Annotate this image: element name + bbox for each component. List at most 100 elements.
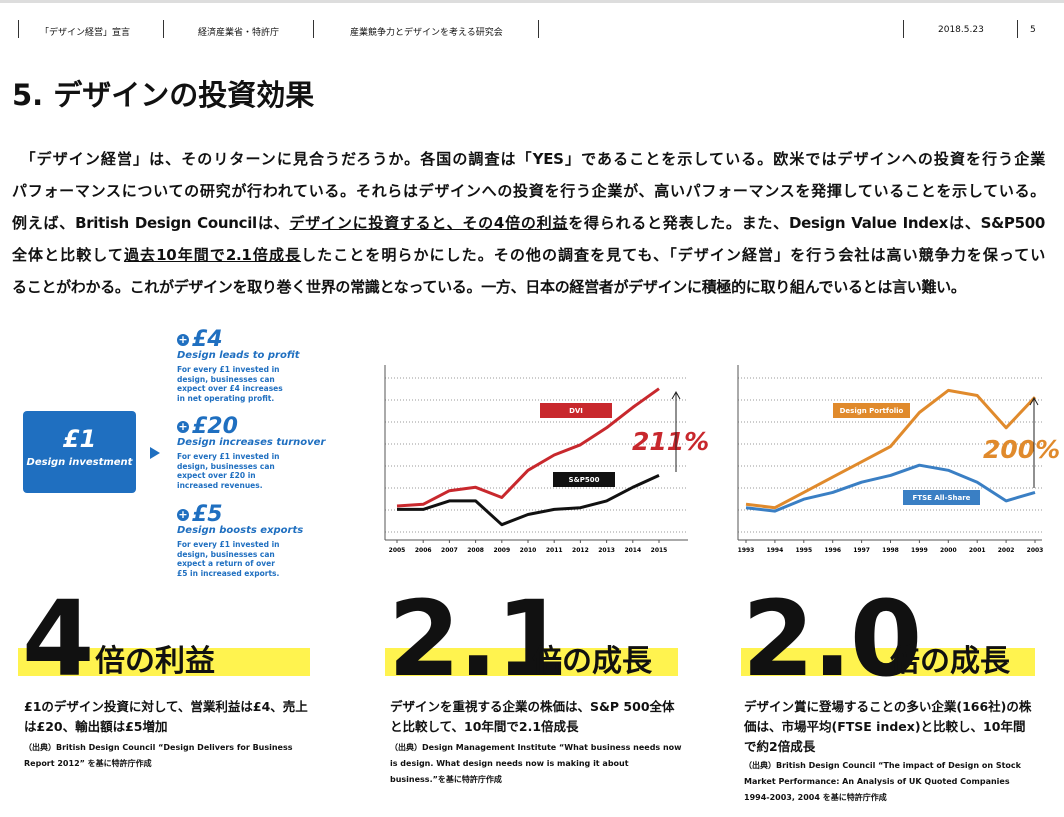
x-tick-label: 2001	[969, 547, 986, 554]
x-tick-label: 1996	[824, 547, 841, 554]
x-tick-label: 2010	[520, 547, 537, 554]
x-tick-label: 1998	[882, 547, 899, 554]
result-suffix: 倍の成長	[532, 644, 652, 679]
plus-icon: +	[177, 508, 189, 521]
arrow	[150, 447, 160, 459]
x-tick-label: 1999	[911, 547, 928, 554]
x-tick-label: 2008	[467, 547, 484, 554]
header-item: 経済産業省・特許庁	[198, 28, 280, 38]
investment-amount: £1	[62, 425, 97, 453]
investment-box	[23, 411, 136, 493]
body-text: ることがわかる。これがデザインを取り巻く世界の常識となっている。一方、日本の経営…	[12, 278, 966, 296]
item-text: expect over £20 in	[177, 471, 256, 480]
item-text: in net operating profit.	[177, 393, 275, 403]
x-tick-label: 1994	[767, 547, 784, 554]
body-line: 例えば、British Design Councilは、デザインに投資すると、そ…	[12, 212, 1045, 233]
investment-label: Design investment	[26, 457, 133, 468]
header-item: 「デザイン経営」宣言	[40, 28, 131, 38]
body-text: 「デザイン経営」は、そのリターンに見合うだろうか。各国の調査は「YES」であるこ…	[12, 150, 1045, 168]
item-text: design, businesses can	[177, 374, 275, 384]
annotation: 211%	[632, 427, 709, 456]
item-amount: £5	[192, 502, 223, 527]
body-text: したことを明らかにした。その他の調査を見ても、「デザイン経営」を行う会社は高い競…	[301, 246, 1045, 264]
item-text: For every £1 invested in	[177, 452, 280, 461]
highlight	[385, 648, 678, 676]
item-heading: Design increases turnover	[177, 437, 326, 448]
item-amount: £4	[192, 327, 223, 352]
item-heading: Design boosts exports	[177, 525, 304, 536]
page-number: 5	[1030, 25, 1036, 35]
result-description: デザインを重視する企業の株価は、S&P 500全体と比較して、10年間で2.1倍…	[390, 699, 675, 734]
item-text: expect over £4 increases	[177, 384, 283, 393]
result-description: £1のデザイン投資に対して、営業利益は£4、売上は£20、輸出額は£5増加	[24, 699, 308, 734]
item-text: increased revenues.	[177, 480, 263, 490]
x-tick-label: 2013	[598, 547, 615, 554]
body-line: 「デザイン経営」は、そのリターンに見合うだろうか。各国の調査は「YES」であるこ…	[12, 148, 1045, 169]
series-line	[745, 463, 1036, 513]
header-item: 産業競争力とデザインを考える研究会	[350, 28, 503, 38]
body-line: ることがわかる。これがデザインを取り巻く世界の常識となっている。一方、日本の経営…	[12, 276, 1045, 297]
legend-box	[540, 403, 612, 418]
series-line	[397, 474, 660, 527]
result-source: （出典）Design Management Institute “What bu…	[390, 743, 682, 784]
x-tick-label: 2000	[940, 547, 957, 554]
result-suffix: 倍の成長	[890, 644, 1010, 679]
legend-label: DVI	[569, 407, 583, 415]
item-text: design, businesses can	[177, 461, 275, 471]
header-date: 2018.5.23	[938, 25, 984, 35]
item-text: £5 in increased exports.	[177, 568, 280, 578]
item-text: design, businesses can	[177, 549, 275, 559]
body-text: 全体と比較して	[12, 246, 124, 264]
x-tick-label: 2015	[651, 547, 668, 554]
legend-box	[553, 472, 615, 487]
item-text: expect a return of over	[177, 559, 275, 568]
legend-label: Design Portfolio	[840, 407, 904, 415]
x-tick-label: 2007	[441, 547, 458, 554]
item-text: For every £1 invested in	[177, 365, 280, 374]
body-line: 全体と比較して過去10年間で2.1倍成長したことを明らかにした。その他の調査を見…	[12, 244, 1045, 265]
x-tick-label: 2011	[546, 547, 563, 554]
x-tick-label: 2012	[572, 547, 589, 554]
legend-box	[833, 403, 910, 418]
underlined-text: デザインに投資すると、その4倍の利益	[289, 214, 569, 232]
result-source: （出典）British Design Council “The impact o…	[744, 761, 1021, 802]
underlined-text: 過去10年間で2.1倍成長	[123, 246, 302, 264]
top-rule	[0, 0, 1064, 3]
x-tick-label: 2006	[415, 547, 432, 554]
body-text: を得られると発表した。また、Design Value Indexは、S&P500	[568, 214, 1045, 232]
plus-icon: +	[177, 333, 189, 346]
result-source: （出典）British Design Council “Design Deliv…	[24, 743, 293, 768]
result-number: 4	[22, 578, 94, 700]
x-tick-label: 1993	[738, 547, 755, 554]
x-tick-label: 2005	[389, 547, 406, 554]
x-tick-label: 2002	[998, 547, 1015, 554]
result-description: デザイン賞に登場することの多い企業(166社)の株価は、市場平均(FTSE in…	[744, 699, 1032, 754]
series-line	[745, 388, 1037, 510]
item-amount: £20	[192, 414, 238, 439]
annotation-arrowhead	[1029, 396, 1039, 406]
highlight	[741, 648, 1035, 676]
annotation: 200%	[983, 435, 1060, 464]
x-tick-label: 2009	[493, 547, 510, 554]
result-number: 2.0	[742, 578, 922, 700]
body-text: 例えば、British Design Councilは、	[12, 214, 290, 232]
plus-icon: +	[177, 420, 189, 433]
legend-label: S&P500	[569, 476, 600, 484]
page-title: 5. デザインの投資効果	[12, 78, 315, 112]
item-heading: Design leads to profit	[177, 350, 300, 361]
x-tick-label: 2014	[624, 547, 641, 554]
highlight	[18, 648, 310, 676]
x-tick-label: 1995	[795, 547, 812, 554]
x-tick-label: 1997	[853, 547, 870, 554]
body-text: パフォーマンスについての研究が行われている。それらはデザインへの投資を行う企業が…	[12, 182, 1045, 200]
annotation-arrowhead	[671, 390, 681, 400]
item-text: For every £1 invested in	[177, 540, 280, 549]
series-line	[396, 387, 660, 508]
body-line: パフォーマンスについての研究が行われている。それらはデザインへの投資を行う企業が…	[12, 180, 1045, 201]
result-suffix: 倍の利益	[95, 644, 215, 679]
result-number: 2.1	[388, 578, 568, 700]
legend-label: FTSE All-Share	[913, 494, 971, 502]
x-tick-label: 2003	[1027, 547, 1044, 554]
